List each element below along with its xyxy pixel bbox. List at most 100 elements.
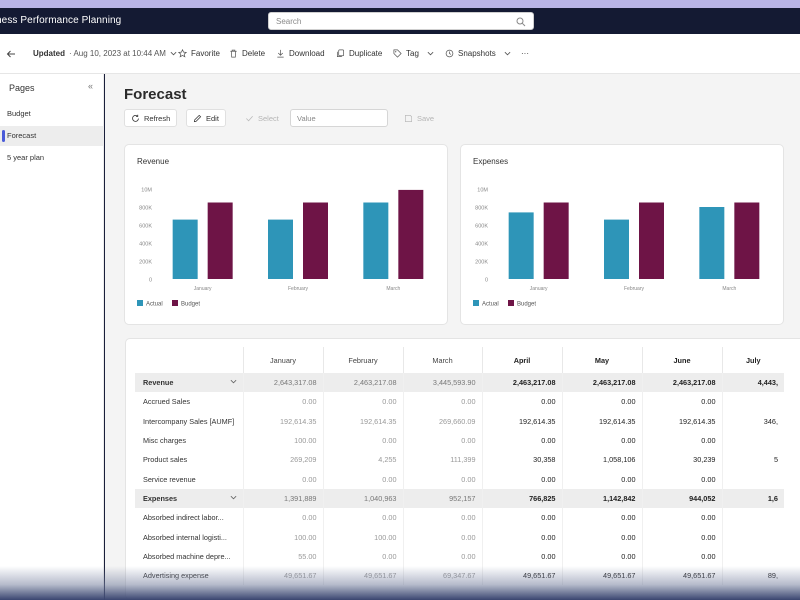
bar-actual-march[interactable]: [363, 202, 389, 280]
table-group-row[interactable]: Revenue 2,643,317.08 2,463,217.08 3,445,593…: [135, 373, 784, 393]
table-row[interactable]: Absorbed internal logisti... 100.00 100.00…: [135, 527, 784, 547]
download-button[interactable]: Download: [276, 49, 325, 58]
column-header-march[interactable]: March: [402, 347, 482, 373]
table-row[interactable]: Absorbed indirect labor... 0.00 0.00 0.00 0.…: [135, 508, 784, 528]
table-cell[interactable]: 0.00: [641, 508, 722, 528]
table-cell[interactable]: 49,651.67: [641, 565, 722, 586]
table-cell[interactable]: 269,209: [242, 450, 323, 470]
table-cell[interactable]: 0.00: [641, 546, 722, 566]
select-button[interactable]: Select: [238, 109, 286, 127]
table-cell[interactable]: 2,463,217.08: [322, 373, 403, 393]
bar-budget-march[interactable]: [398, 189, 424, 279]
table-cell[interactable]: [721, 392, 784, 412]
table-cell[interactable]: 0.00: [561, 527, 642, 547]
table-cell[interactable]: 0.00: [641, 430, 722, 451]
column-header-april[interactable]: April: [481, 347, 562, 373]
table-cell[interactable]: 0.00: [322, 546, 403, 566]
table-cell[interactable]: 0.00: [481, 469, 562, 489]
table-cell[interactable]: 0.00: [481, 508, 562, 528]
table-cell[interactable]: 0.00: [242, 392, 323, 412]
table-cell[interactable]: 0.00: [242, 508, 323, 528]
value-input[interactable]: Value: [290, 109, 388, 127]
updated-info[interactable]: Updated · Aug 10, 2023 at 10:44 AM: [33, 49, 177, 58]
column-header-january[interactable]: January: [242, 347, 323, 373]
table-cell[interactable]: 30,239: [641, 450, 722, 470]
table-cell[interactable]: 49,651.67: [561, 565, 642, 586]
column-header-february[interactable]: February: [322, 347, 403, 373]
table-row[interactable]: Advertising expense 49,651.67 49,651.67 69,…: [135, 565, 784, 586]
bar-actual-january[interactable]: [508, 212, 534, 279]
save-button[interactable]: Save: [397, 109, 441, 127]
column-header-may[interactable]: May: [561, 347, 642, 373]
bar-budget-february[interactable]: [303, 202, 328, 280]
table-row[interactable]: Service revenue 0.00 0.00 0.00 0.00 0.00 0.00: [135, 469, 784, 489]
table-row[interactable]: Misc charges 100.00 0.00 0.00 0.00 0.00 0.00: [135, 430, 784, 451]
table-cell[interactable]: 100.00: [322, 527, 403, 547]
table-cell[interactable]: 269,660.09: [402, 411, 482, 431]
more-button[interactable]: ···: [521, 49, 529, 58]
table-cell[interactable]: [721, 469, 784, 489]
table-cell[interactable]: 0.00: [561, 508, 642, 528]
table-cell[interactable]: 2,463,217.08: [641, 373, 722, 393]
table-cell[interactable]: 5: [721, 450, 784, 470]
table-cell[interactable]: 192,614.35: [561, 411, 642, 431]
bar-actual-march[interactable]: [699, 207, 725, 279]
duplicate-button[interactable]: Duplicate: [336, 49, 382, 58]
search-input[interactable]: Search: [268, 12, 534, 30]
chevron-down-icon[interactable]: [230, 378, 237, 387]
sidebar-item-forecast[interactable]: Forecast: [0, 126, 104, 146]
bar-budget-january[interactable]: [207, 202, 233, 280]
bar-actual-february[interactable]: [604, 219, 629, 279]
table-cell[interactable]: 0.00: [402, 392, 482, 412]
table-cell[interactable]: 192,614.35: [322, 411, 403, 431]
bar-budget-february[interactable]: [639, 202, 664, 280]
bar-actual-january[interactable]: [172, 219, 198, 279]
table-cell[interactable]: 100.00: [242, 430, 323, 451]
table-row[interactable]: Product sales 269,209 4,255 111,399 30,358 1,…: [135, 450, 784, 470]
table-cell[interactable]: 192,614.35: [641, 411, 722, 431]
tag-button[interactable]: Tag: [393, 49, 434, 58]
table-cell[interactable]: 0.00: [481, 527, 562, 547]
table-cell[interactable]: 0.00: [402, 469, 482, 489]
table-cell[interactable]: 0.00: [322, 508, 403, 528]
table-cell[interactable]: 0.00: [641, 392, 722, 412]
table-cell[interactable]: 30,358: [481, 450, 562, 470]
table-row[interactable]: Absorbed machine depre... 55.00 0.00 0.00 0.…: [135, 546, 784, 566]
table-cell[interactable]: 0.00: [481, 392, 562, 412]
table-cell[interactable]: 69,347.67: [402, 565, 482, 586]
table-cell[interactable]: 0.00: [402, 546, 482, 566]
table-row[interactable]: Intercompany Sales [AUMF] 192,614.35 192,6…: [135, 411, 784, 431]
table-cell[interactable]: 2,463,217.08: [481, 373, 562, 393]
table-row[interactable]: Accrued Sales 0.00 0.00 0.00 0.00 0.00 0.00: [135, 392, 784, 412]
table-cell[interactable]: 89,: [721, 565, 784, 586]
table-cell[interactable]: 0.00: [402, 508, 482, 528]
table-cell[interactable]: 0.00: [561, 469, 642, 489]
table-cell[interactable]: 0.00: [242, 469, 323, 489]
table-cell[interactable]: 1,058,106: [561, 450, 642, 470]
refresh-button[interactable]: Refresh: [124, 109, 178, 127]
table-cell[interactable]: 4,443,: [721, 373, 784, 393]
delete-button[interactable]: Delete: [229, 49, 265, 58]
table-cell[interactable]: [721, 546, 784, 566]
table-cell[interactable]: 0.00: [561, 392, 642, 412]
column-header-june[interactable]: June: [641, 347, 722, 373]
table-cell[interactable]: 49,651.67: [481, 565, 562, 586]
favorite-button[interactable]: Favorite: [178, 49, 220, 58]
table-cell[interactable]: 0.00: [561, 430, 642, 451]
table-cell[interactable]: [721, 508, 784, 528]
table-cell[interactable]: [721, 430, 784, 451]
table-cell[interactable]: 0.00: [402, 527, 482, 547]
table-cell[interactable]: 55.00: [242, 546, 323, 566]
table-cell[interactable]: 0.00: [322, 430, 403, 451]
table-cell[interactable]: 192,614.35: [481, 411, 562, 431]
back-button[interactable]: [6, 49, 16, 59]
edit-button[interactable]: Edit: [186, 109, 226, 127]
table-cell[interactable]: 952,157: [402, 488, 482, 509]
table-cell[interactable]: 192,614.35: [242, 411, 323, 431]
bar-budget-january[interactable]: [543, 202, 569, 280]
column-header-july[interactable]: July: [721, 347, 784, 373]
table-cell[interactable]: 4,255: [322, 450, 403, 470]
table-cell[interactable]: 0.00: [481, 546, 562, 566]
table-cell[interactable]: 346,: [721, 411, 784, 431]
table-cell[interactable]: 49,651.67: [242, 565, 323, 586]
